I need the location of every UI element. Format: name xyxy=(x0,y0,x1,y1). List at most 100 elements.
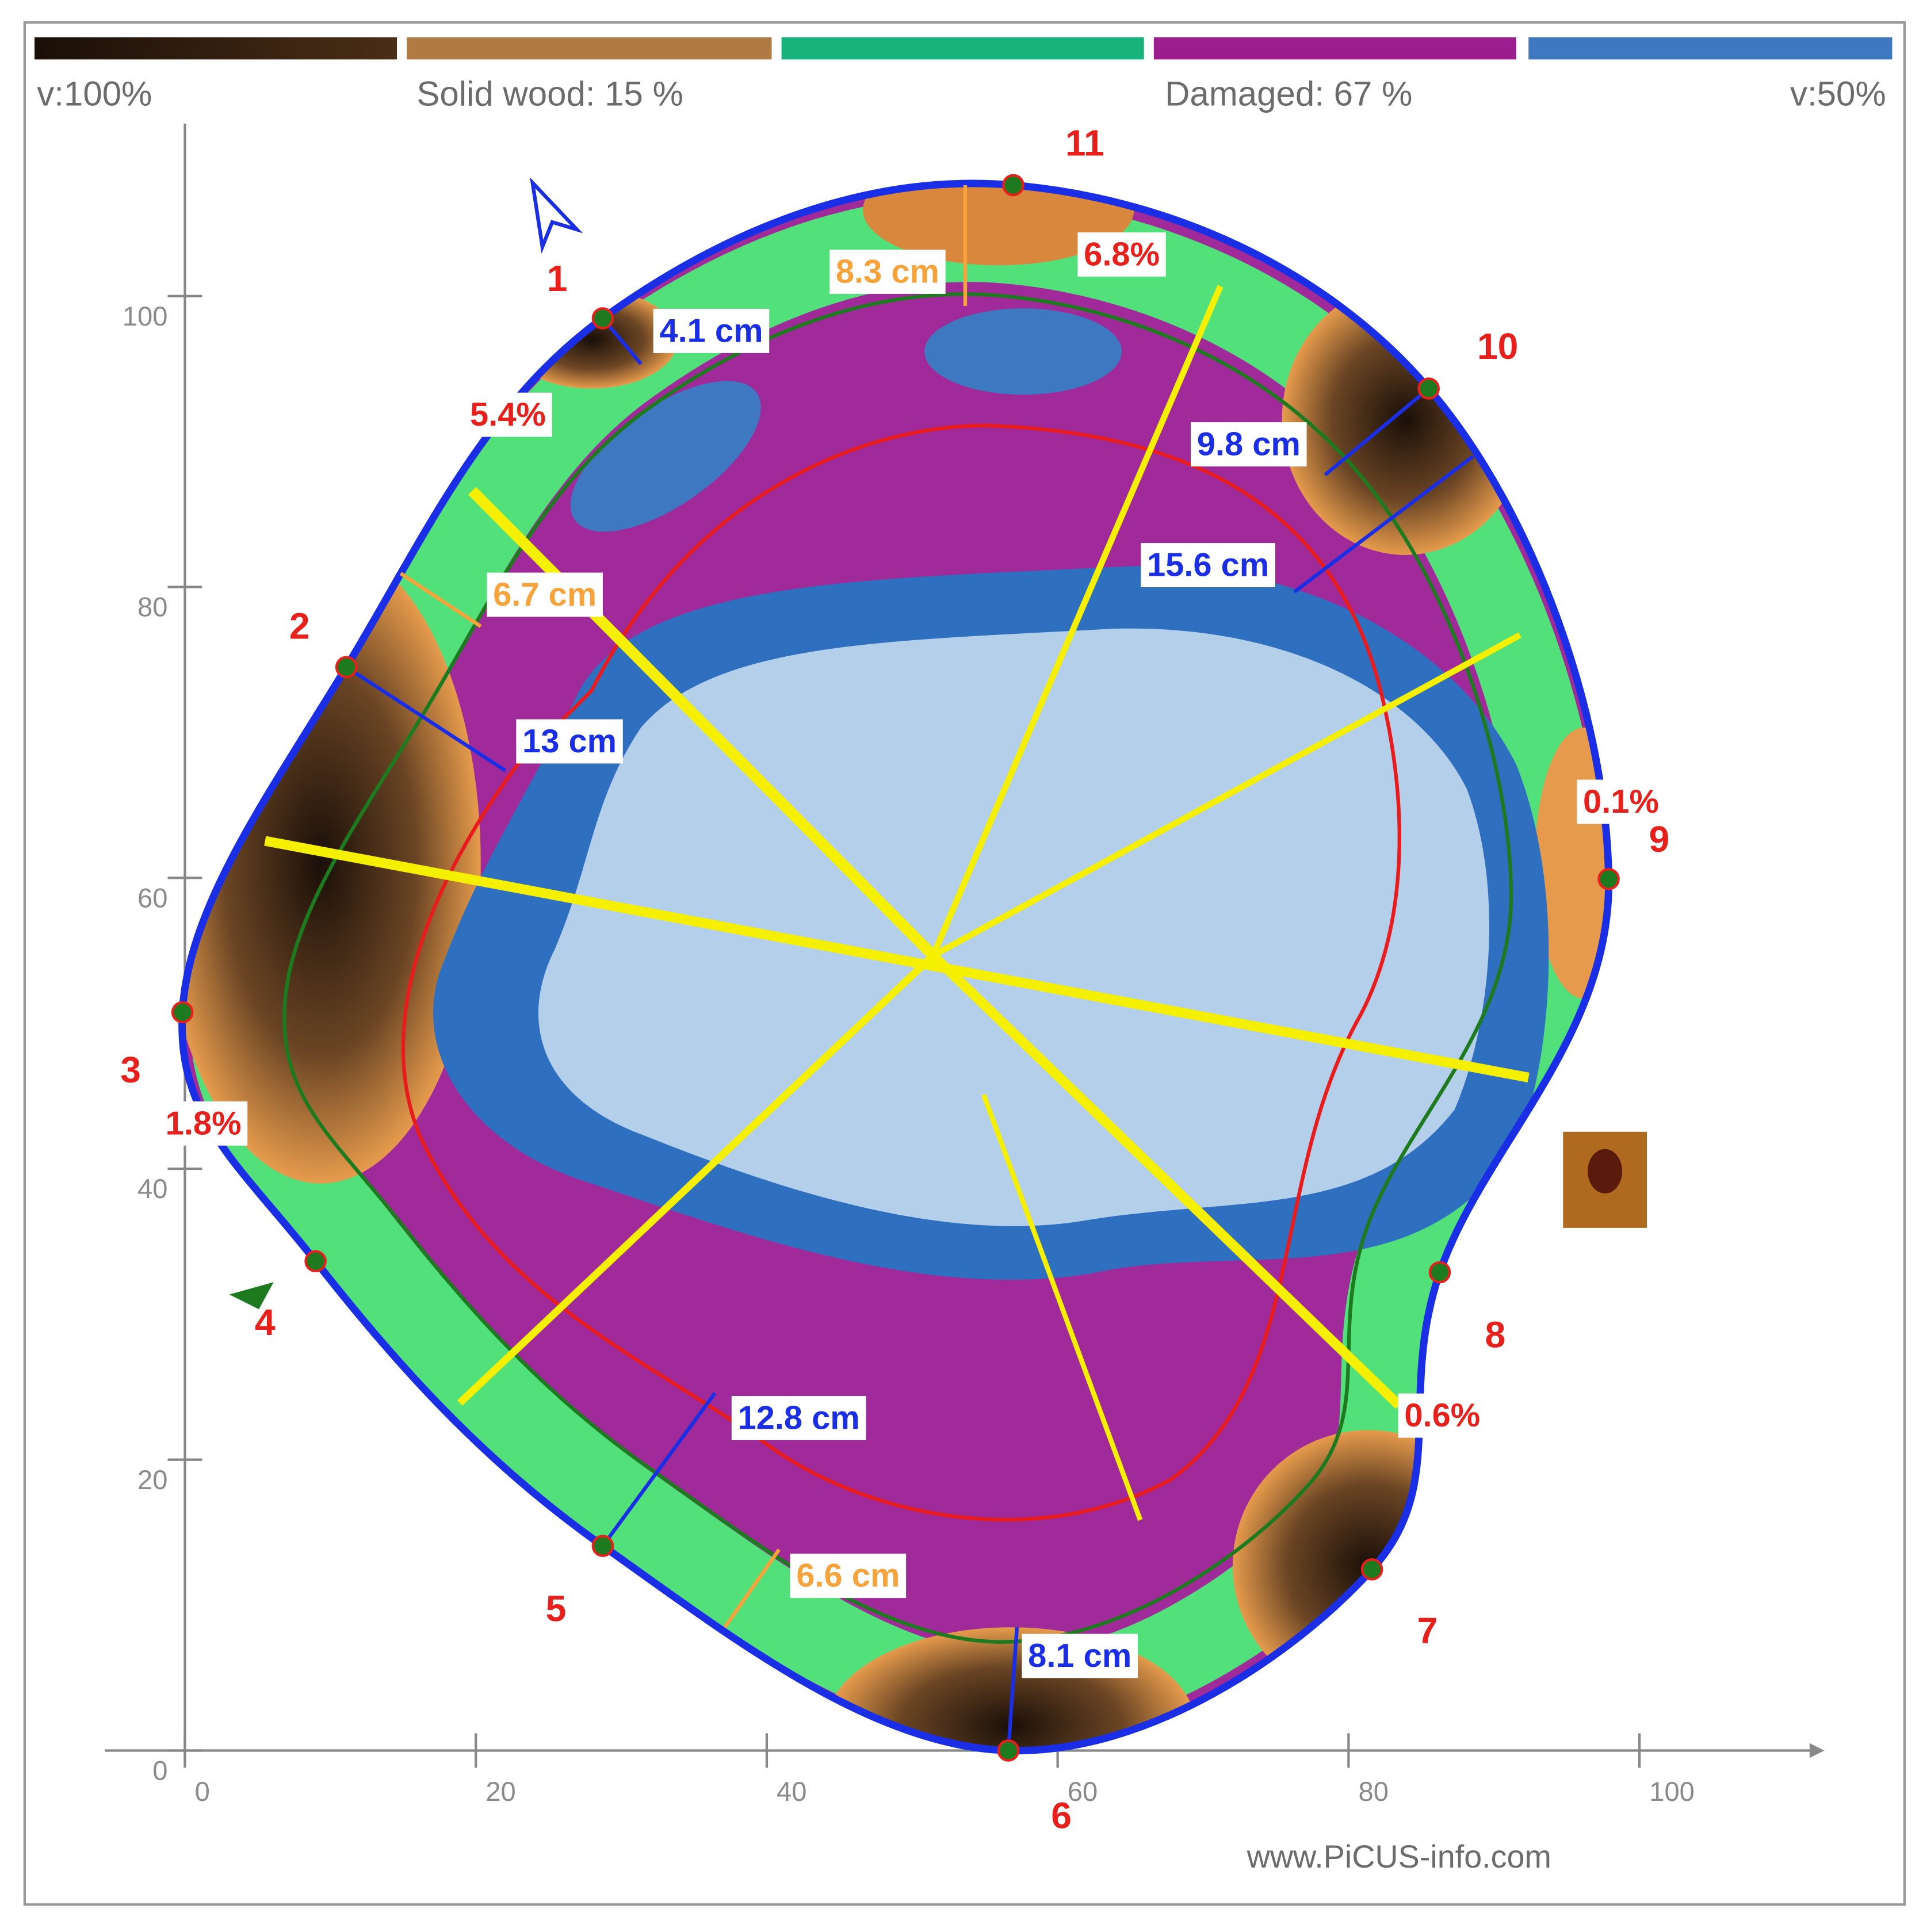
sensor-dots xyxy=(171,174,1620,1762)
scale-segment xyxy=(1153,37,1516,60)
measure-line xyxy=(468,487,938,960)
sensor-label: 9 xyxy=(1649,818,1670,860)
contour-line xyxy=(401,423,1402,1522)
legend-label: Solid wood: 15 % xyxy=(416,74,683,113)
solid-wood xyxy=(1282,284,1529,555)
measure-line xyxy=(457,952,936,1406)
measure-line xyxy=(264,836,1530,1082)
distance-lines xyxy=(345,185,1474,1751)
label-box xyxy=(487,572,603,617)
label-box xyxy=(731,1396,866,1440)
sensor-dot xyxy=(171,1001,194,1024)
measurement-label: 0.1% xyxy=(1583,783,1659,820)
sensor-dot xyxy=(1597,868,1620,890)
label-box xyxy=(159,1101,248,1146)
sensor-dot xyxy=(1417,377,1440,400)
sensor-dot xyxy=(591,307,614,330)
sensor-dot xyxy=(997,1739,1020,1762)
sensor-label: 8 xyxy=(1485,1314,1506,1356)
contour-line xyxy=(282,292,1513,1644)
sensor-label: 3 xyxy=(120,1049,141,1091)
distance-line xyxy=(345,665,507,772)
solid-wood xyxy=(1534,727,1609,999)
scale-segment xyxy=(35,37,397,60)
measurement-label: 6.6 cm xyxy=(796,1558,900,1594)
y-tick-label: 20 xyxy=(137,1464,167,1495)
sensor-label: 2 xyxy=(289,605,310,646)
measurement-label: 13 cm xyxy=(522,723,617,760)
sensor-dot xyxy=(1428,1261,1451,1284)
x-tick-label: 20 xyxy=(485,1776,515,1807)
sensor-label: 7 xyxy=(1417,1610,1438,1651)
measurement-label: 9.8 cm xyxy=(1197,426,1301,463)
sensor-dot xyxy=(304,1250,327,1273)
distance-line xyxy=(1006,1627,1019,1751)
distance-line xyxy=(1293,454,1474,594)
distance-line xyxy=(723,1548,781,1629)
sensor-label: 6 xyxy=(1051,1795,1072,1836)
tomogram xyxy=(182,183,1609,1751)
footer: www.PiCUS-info.com xyxy=(1247,1839,1551,1874)
measure-line xyxy=(931,632,1521,958)
measure-line xyxy=(930,285,1224,957)
axis-arrow xyxy=(1809,1743,1825,1758)
x-tick-label: 80 xyxy=(1359,1776,1389,1807)
measure-line xyxy=(981,1093,1143,1521)
north-arrow xyxy=(530,177,583,254)
measurement-label: 8.1 cm xyxy=(1028,1638,1131,1674)
direction-arrow xyxy=(229,1282,274,1310)
measurement-labels: 8.3 cm 6.8% 4.1 cm 5.4% 9.8 cm 15.6 cm 6… xyxy=(159,232,1665,1678)
label-box xyxy=(1022,1633,1138,1678)
label-box xyxy=(464,392,552,437)
ticks: 0 20 40 60 80 100 0 20 40 60 80 100 xyxy=(123,294,1695,1807)
measurement-label: 5.4% xyxy=(470,396,546,433)
label-box xyxy=(1398,1393,1486,1438)
frame xyxy=(23,21,1906,1906)
measure-lines xyxy=(264,285,1530,1521)
label-box xyxy=(829,250,946,294)
label-box xyxy=(653,308,770,353)
sensor-label: 10 xyxy=(1477,326,1518,367)
solid-wood xyxy=(182,542,481,1184)
decay-zone xyxy=(924,308,1122,395)
solid-wood xyxy=(863,183,1134,266)
decay-zone xyxy=(570,381,761,532)
y-tick-label: 40 xyxy=(137,1173,167,1204)
legend-label: Damaged: 67 % xyxy=(1165,74,1412,113)
tree-icon xyxy=(1563,1131,1647,1228)
legend-label: v:50% xyxy=(1790,74,1886,113)
measurement-label: 1.8% xyxy=(166,1105,242,1142)
sensor-label: 1 xyxy=(547,258,568,299)
sensor-label: 4 xyxy=(255,1302,276,1343)
y-tick-label: 0 xyxy=(152,1755,167,1786)
label-box xyxy=(790,1554,907,1598)
y-tick-label: 60 xyxy=(137,882,167,913)
label-box xyxy=(1077,232,1166,277)
measurement-label: 15.6 cm xyxy=(1147,547,1269,584)
y-tick-label: 100 xyxy=(123,301,168,331)
sensor-dot xyxy=(1002,174,1024,197)
sensor-label: 5 xyxy=(546,1587,567,1629)
sensor-dot xyxy=(335,656,358,679)
measurement-label: 6.7 cm xyxy=(493,576,597,613)
decay-zone xyxy=(538,628,1489,1226)
label-box xyxy=(1191,422,1307,466)
scale-segment xyxy=(407,37,772,60)
measurement-label: 0.6% xyxy=(1404,1397,1480,1434)
measurement-label: 6.8% xyxy=(1084,236,1160,273)
scale-segment xyxy=(1528,37,1893,60)
measure-line xyxy=(930,952,1403,1409)
distance-line xyxy=(1324,387,1430,477)
stem-outline xyxy=(178,179,1612,1755)
y-tick-label: 80 xyxy=(137,592,167,622)
measurement-label: 12.8 cm xyxy=(737,1399,859,1436)
icon-hole xyxy=(1588,1149,1623,1193)
legend-label: v:100% xyxy=(37,74,152,113)
distance-line xyxy=(601,1392,717,1547)
x-tick-label: 60 xyxy=(1068,1776,1098,1807)
measurement-label: 4.1 cm xyxy=(659,312,763,349)
sensor-label: 11 xyxy=(1065,122,1104,163)
sensor-dot xyxy=(1360,1558,1383,1581)
